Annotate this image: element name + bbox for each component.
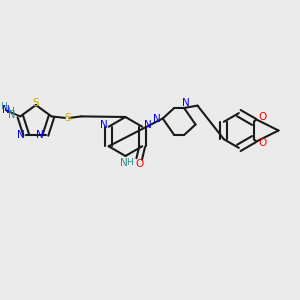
Text: S: S (64, 113, 70, 123)
Text: O: O (135, 159, 143, 169)
Text: H: H (126, 158, 133, 167)
Text: N: N (17, 130, 25, 140)
Text: N: N (2, 105, 10, 115)
Text: O: O (258, 138, 266, 148)
Text: N: N (36, 130, 44, 140)
Text: N: N (154, 113, 161, 124)
Text: O: O (258, 112, 266, 122)
Text: S: S (33, 98, 39, 109)
Text: N: N (120, 158, 128, 168)
Text: H: H (1, 102, 7, 111)
Text: N: N (182, 98, 189, 108)
Text: H: H (8, 107, 14, 116)
Text: N: N (8, 110, 16, 120)
Text: N: N (100, 120, 108, 130)
Text: N: N (144, 120, 152, 130)
